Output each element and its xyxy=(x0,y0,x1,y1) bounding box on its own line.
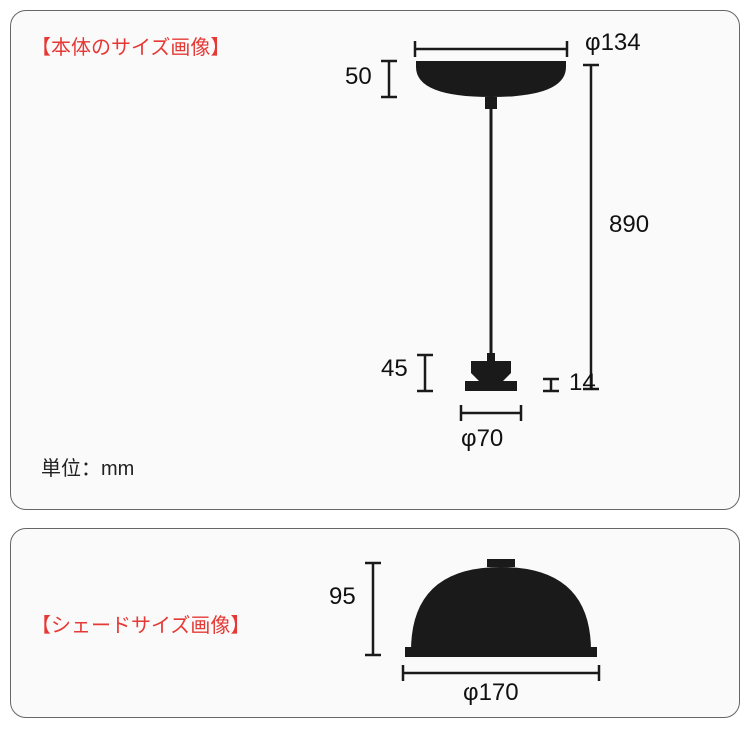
dim-shade-h: 95 xyxy=(329,583,356,611)
dim-socket-h: 45 xyxy=(381,355,408,383)
panel-body-size: 【本体のサイズ画像】 単位：mm xyxy=(10,10,740,510)
shade-diagram xyxy=(11,529,731,719)
panel-shade-size: 【シェードサイズ画像】 95 φ170 xyxy=(10,528,740,718)
dim-cord: 890 xyxy=(609,211,649,239)
dim-shade-dia: φ170 xyxy=(463,679,519,707)
dim-socket-dia: φ70 xyxy=(461,425,503,453)
dim-socket-b: 14 xyxy=(569,369,596,397)
dim-canopy-dia: φ134 xyxy=(585,29,641,57)
dim-canopy-h: 50 xyxy=(345,63,372,91)
